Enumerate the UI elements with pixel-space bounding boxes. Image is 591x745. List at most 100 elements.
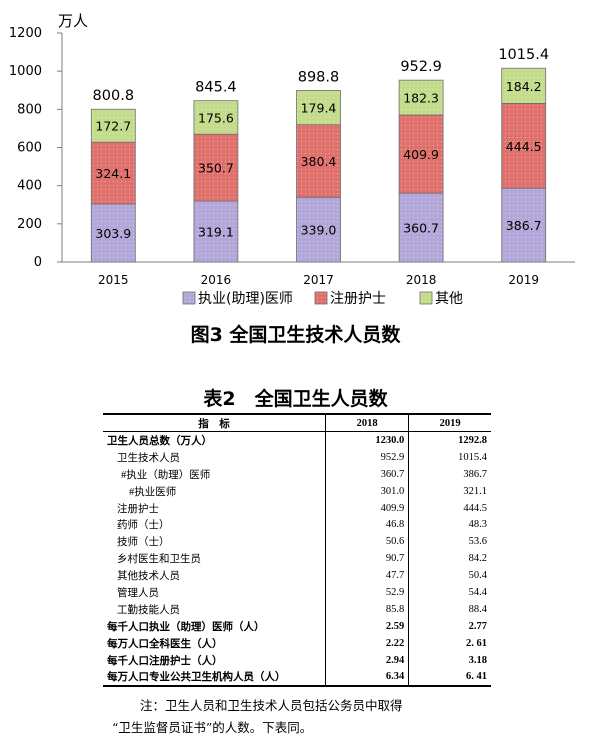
y-unit-label: 万人 bbox=[58, 12, 88, 30]
value-2019: 84.2 bbox=[468, 553, 487, 565]
table-row: 注册护士 409.9 444.5 bbox=[103, 499, 491, 517]
legend-label: 其他 bbox=[435, 291, 463, 307]
value-2019: 6. 41 bbox=[408, 668, 491, 688]
total-label: 952.9 bbox=[400, 59, 442, 75]
bar-segment bbox=[90, 141, 136, 205]
value-2019: 1015.4 bbox=[458, 451, 487, 463]
table-row: 每千人口执业（助理）医师（人） 2.59 2.77 bbox=[103, 617, 491, 635]
value-2018: 50.6 bbox=[325, 533, 410, 551]
total-label: 1015.4 bbox=[498, 47, 549, 63]
data-label: 303.9 bbox=[95, 226, 131, 241]
data-label: 175.6 bbox=[198, 110, 234, 125]
header-indicator: 指 标 bbox=[103, 413, 326, 432]
x-tick-label: 2017 bbox=[303, 273, 334, 287]
table-row: 乡村医生和卫生员 90.7 84.2 bbox=[103, 550, 491, 568]
value-2018: 409.9 bbox=[325, 499, 410, 517]
footnote: 注：卫生人员和卫生技术人员包括公务员中取得 “卫生监督员证书”的人数。下表同。 bbox=[112, 695, 512, 739]
value-2018: 6.34 bbox=[325, 668, 410, 688]
row-label: 其他技术人员 bbox=[103, 567, 326, 585]
stacked-bar-chart: 万人 0 200 400 600 800 1000 1200 2015 2016 2017 2018 2… bbox=[9, 12, 575, 307]
x-tick-label: 2018 bbox=[406, 273, 437, 287]
row-label: #执业医师 bbox=[103, 482, 326, 500]
data-label: 386.7 bbox=[506, 218, 542, 233]
data-label: 409.9 bbox=[403, 147, 439, 162]
value-2019: 53.6 bbox=[468, 536, 487, 548]
legend-label: 执业(助理)医师 bbox=[198, 291, 293, 307]
legend-label: 注册护士 bbox=[330, 291, 386, 307]
total-label: 800.8 bbox=[93, 88, 135, 104]
total-label: 845.4 bbox=[195, 80, 237, 96]
row-label: 每千人口执业（助理）医师（人） bbox=[103, 617, 326, 635]
value-2018: 46.8 bbox=[325, 516, 410, 534]
value-2019: 3.18 bbox=[468, 654, 487, 666]
x-tick-label: 2015 bbox=[98, 273, 129, 287]
legend-swatch bbox=[419, 291, 433, 305]
row-label: 每千人口注册护士（人） bbox=[103, 651, 326, 669]
table-row: 卫生人员总数（万人） 1230.0 1292.8 bbox=[103, 431, 491, 449]
value-2018: 301.0 bbox=[325, 482, 410, 500]
bar-segment bbox=[501, 187, 547, 263]
data-label: 184.2 bbox=[506, 79, 542, 94]
table-row: 其他技术人员 47.7 50.4 bbox=[103, 567, 491, 585]
y-tick-label: 1200 bbox=[9, 26, 42, 41]
health-personnel-table: 指 标 2018 2019 卫生人员总数（万人） 1230.0 1292.8 卫生技术… bbox=[103, 413, 491, 688]
data-label: 319.1 bbox=[198, 225, 234, 240]
row-label: 药师（士） bbox=[103, 516, 326, 534]
data-label: 444.5 bbox=[506, 139, 542, 154]
bar-segment bbox=[501, 67, 547, 104]
table-header-row: 指 标 2018 2019 bbox=[103, 413, 491, 432]
data-label: 339.0 bbox=[301, 223, 337, 238]
bar-segment bbox=[90, 108, 136, 143]
bar-segment bbox=[296, 196, 341, 263]
total-label: 898.8 bbox=[298, 69, 340, 85]
value-2018: 47.7 bbox=[325, 567, 410, 585]
footnote-line-2: “卫生监督员证书”的人数。下表同。 bbox=[112, 720, 313, 735]
data-label: 360.7 bbox=[403, 221, 439, 236]
bar-segment bbox=[296, 90, 341, 126]
value-2018: 2.22 bbox=[325, 634, 410, 652]
value-2019: 2. 61 bbox=[466, 637, 487, 649]
bar-segment bbox=[398, 114, 444, 194]
data-label: 350.7 bbox=[198, 161, 234, 176]
data-label: 380.4 bbox=[301, 154, 337, 169]
chart-axes: 万人 0 200 400 600 800 1000 1200 2015 2016 2017 2018 2… bbox=[9, 12, 575, 287]
value-2018: 2.59 bbox=[325, 617, 410, 635]
bar-segment bbox=[296, 124, 341, 198]
value-2019: 50.4 bbox=[468, 570, 487, 582]
value-2019: 48.3 bbox=[468, 519, 487, 531]
value-2018: 360.7 bbox=[325, 465, 410, 483]
table-row: #执业（助理）医师 360.7 386.7 bbox=[103, 465, 491, 483]
value-2019: 444.5 bbox=[463, 502, 487, 514]
bar-segment bbox=[398, 192, 444, 263]
figure-title: 图3 全国卫生技术人员数 bbox=[190, 324, 401, 346]
table-row: 药师（士） 46.8 48.3 bbox=[103, 516, 491, 534]
bar-segment bbox=[398, 79, 444, 116]
y-tick-label: 1000 bbox=[9, 64, 42, 79]
table-row: 技师（士） 50.6 53.6 bbox=[103, 533, 491, 551]
table-row: #执业医师 301.0 321.1 bbox=[103, 482, 491, 500]
y-tick-label: 800 bbox=[17, 102, 42, 117]
chart-labels: 303.9 324.1 172.7 800.8 319.1 350.7 175.6 845.4… bbox=[93, 47, 550, 241]
value-2019: 321.1 bbox=[463, 485, 487, 497]
row-label: 卫生技术人员 bbox=[103, 448, 326, 466]
value-2019: 386.7 bbox=[463, 468, 487, 480]
row-label: 工勤技能人员 bbox=[103, 600, 326, 618]
header-2018: 2018 bbox=[325, 413, 410, 432]
value-2018: 952.9 bbox=[325, 448, 410, 466]
table-row: 每千人口注册护士（人） 2.94 3.18 bbox=[103, 651, 491, 669]
row-label: 注册护士 bbox=[103, 499, 326, 517]
y-tick-label: 400 bbox=[17, 179, 42, 194]
y-tick-label: 600 bbox=[17, 141, 42, 156]
data-label: 172.7 bbox=[95, 119, 131, 134]
row-label: 卫生人员总数（万人） bbox=[103, 431, 326, 449]
row-label: 乡村医生和卫生员 bbox=[103, 550, 326, 568]
value-2018: 2.94 bbox=[325, 651, 410, 669]
data-label: 182.3 bbox=[403, 91, 439, 106]
table-row: 每万人口全科医生（人） 2.22 2. 61 bbox=[103, 634, 491, 652]
value-2018: 52.9 bbox=[325, 584, 410, 601]
table-row: 卫生技术人员 952.9 1015.4 bbox=[103, 448, 491, 466]
bar-segment bbox=[193, 100, 239, 135]
legend-swatch bbox=[182, 291, 196, 305]
table-row: 每万人口专业公共卫生机构人员（人） 6.34 6. 41 bbox=[103, 668, 491, 688]
row-label: 每万人口全科医生（人） bbox=[103, 634, 326, 652]
